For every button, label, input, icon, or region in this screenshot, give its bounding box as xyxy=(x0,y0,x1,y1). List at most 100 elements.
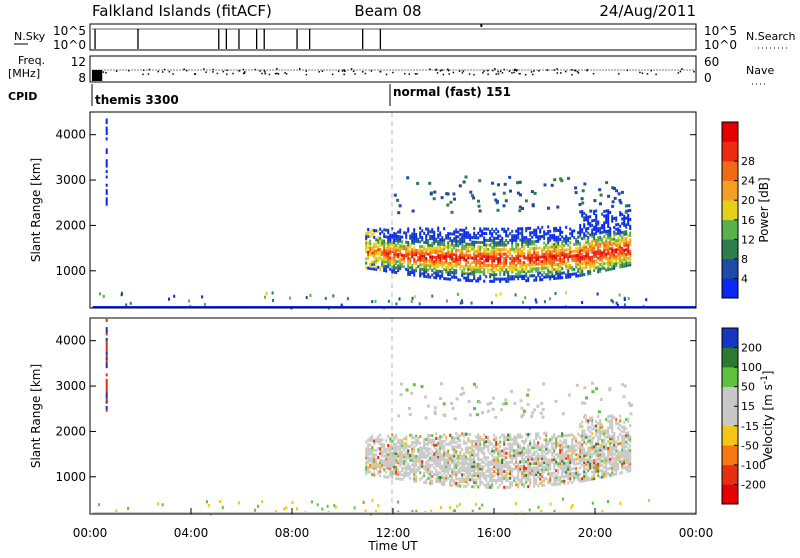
heatmap-cell xyxy=(533,473,536,477)
heatmap-cell xyxy=(497,456,500,460)
nave-point xyxy=(556,68,558,70)
heatmap-cell xyxy=(407,456,410,460)
heatmap-cell xyxy=(437,459,440,463)
heatmap-cell xyxy=(557,238,560,242)
heatmap-cell xyxy=(395,447,398,451)
heatmap-cell xyxy=(521,476,524,480)
heatmap-cell xyxy=(591,443,594,447)
heatmap-cell xyxy=(591,423,594,427)
heatmap-cell xyxy=(613,266,616,270)
heatmap-cell xyxy=(495,227,498,231)
heatmap-cell xyxy=(385,461,388,465)
heatmap-cell xyxy=(433,242,436,245)
nave-point xyxy=(681,68,683,70)
heatmap-cell xyxy=(493,245,496,249)
heatmap-cell xyxy=(539,472,542,476)
heatmap-cell xyxy=(527,270,530,273)
nave-point xyxy=(414,73,417,75)
heatmap-cell xyxy=(340,303,343,307)
heatmap-cell xyxy=(431,463,434,467)
heatmap-cell xyxy=(621,253,624,257)
heatmap-cell xyxy=(429,248,432,252)
heatmap-cell xyxy=(595,220,598,224)
heatmap-cell xyxy=(593,447,596,451)
heatmap-cell xyxy=(459,237,462,241)
heatmap-cell xyxy=(589,453,592,456)
heatmap-cell xyxy=(559,233,562,237)
heatmap-cell xyxy=(565,450,568,453)
heatmap-cell xyxy=(411,463,414,467)
heatmap-cell xyxy=(449,479,452,483)
heatmap-cell xyxy=(629,437,632,441)
heatmap-cell xyxy=(389,471,392,475)
heatmap-cell xyxy=(475,483,478,487)
heatmap-cell xyxy=(593,463,596,467)
heatmap-cell xyxy=(567,237,570,240)
heatmap-cell xyxy=(497,485,500,489)
heatmap-cell xyxy=(557,240,560,244)
heatmap-cell xyxy=(547,206,550,210)
heatmap-cell xyxy=(495,479,498,483)
nave-point xyxy=(655,73,657,76)
heatmap-cell xyxy=(459,264,462,268)
heatmap-cell xyxy=(517,268,520,272)
heatmap-cell xyxy=(571,451,574,455)
heatmap-cell xyxy=(565,452,568,456)
heatmap-cell xyxy=(567,463,570,467)
heatmap-cell xyxy=(575,263,578,267)
heatmap-cell xyxy=(442,402,446,406)
heatmap-cell xyxy=(397,500,400,504)
heatmap-cell xyxy=(541,278,544,282)
nave-point xyxy=(533,70,535,72)
heatmap-cell xyxy=(428,181,432,185)
heatmap-cell xyxy=(629,451,632,455)
heatmap-cell xyxy=(581,420,584,424)
heatmap-cell xyxy=(415,251,418,255)
heatmap-cell xyxy=(537,267,540,271)
heatmap-cell xyxy=(425,467,428,471)
heatmap-cell xyxy=(505,259,508,263)
heatmap-cell xyxy=(559,260,562,264)
heatmap-cell xyxy=(629,453,632,457)
heatmap-cell xyxy=(409,243,412,247)
heatmap-cell xyxy=(477,453,480,457)
heatmap-cell xyxy=(461,255,464,259)
heatmap-cell xyxy=(613,230,616,234)
heatmap-cell xyxy=(305,296,308,300)
heatmap-cell xyxy=(379,442,382,446)
heatmap-cell xyxy=(571,467,574,471)
heatmap-cell xyxy=(447,460,450,464)
heatmap-cell xyxy=(611,441,614,445)
heatmap-cell xyxy=(443,449,446,453)
heatmap-cell xyxy=(479,250,482,254)
heatmap-cell xyxy=(383,241,386,245)
heatmap-cell xyxy=(395,433,398,437)
heatmap-cell xyxy=(433,237,436,241)
heatmap-cell xyxy=(461,251,464,255)
heatmap-cell xyxy=(603,438,606,442)
heatmap-cell xyxy=(469,439,472,443)
heatmap-cell xyxy=(557,263,560,266)
heatmap-cell xyxy=(551,254,554,258)
heatmap-cell xyxy=(571,266,574,269)
heatmap-cell xyxy=(385,253,388,257)
heatmap-cell xyxy=(483,433,486,437)
heatmap-cell xyxy=(491,460,494,464)
heatmap-cell xyxy=(367,465,370,469)
heatmap-cell xyxy=(407,462,410,466)
heatmap-cell xyxy=(489,440,492,444)
heatmap-cell xyxy=(610,298,613,302)
heatmap-cell xyxy=(105,408,108,412)
heatmap-cell xyxy=(421,455,424,459)
heatmap-cell xyxy=(387,249,390,253)
heatmap-cell xyxy=(597,252,600,256)
heatmap-cell xyxy=(617,252,620,256)
heatmap-cell xyxy=(457,262,460,266)
heatmap-cell xyxy=(379,252,382,256)
heatmap-cell xyxy=(367,241,370,245)
heatmap-cell xyxy=(575,274,578,278)
heatmap-cell xyxy=(371,249,374,253)
heatmap-cell xyxy=(401,459,404,463)
heatmap-cell xyxy=(419,231,422,235)
heatmap-cell xyxy=(467,462,470,466)
